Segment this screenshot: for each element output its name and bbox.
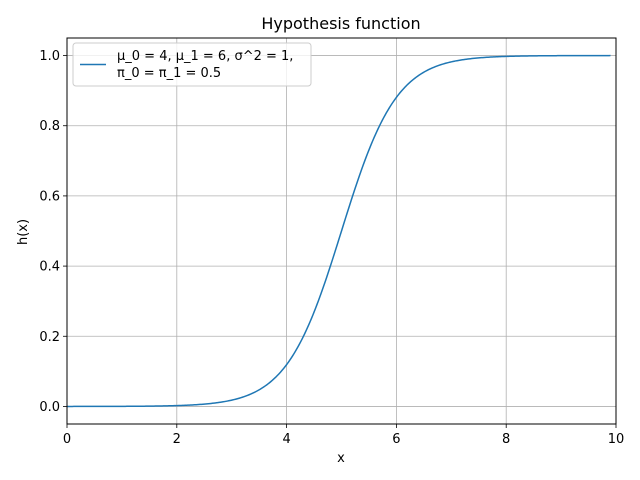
x-tick-label: 0 [63,432,71,447]
y-tick-label: 1.0 [39,49,60,64]
y-axis-label: h(x) [16,219,31,245]
x-axis-label: x [337,451,345,466]
y-tick-label: 0.6 [39,189,60,204]
y-tick-label: 0.0 [39,400,60,415]
legend-label-line-1: μ_0 = 4, μ_1 = 6, σ^2 = 1, [117,49,293,64]
x-tick-label: 8 [502,432,510,447]
y-tick-label: 0.4 [39,260,60,275]
y-tick-label: 0.8 [39,119,60,134]
legend: μ_0 = 4, μ_1 = 6, σ^2 = 1, π_0 = π_1 = 0… [72,42,312,87]
x-tick-label: 10 [608,432,625,447]
x-tick-label: 2 [173,432,181,447]
grid [66,38,617,424]
y-tick-label: 0.2 [39,330,60,345]
x-tick-label: 4 [282,432,290,447]
ticks: 0 2 4 6 8 10 0.0 0.2 0.4 0.6 0.8 1.0 [39,49,624,447]
series-line [67,54,611,408]
plot-lines [67,54,611,408]
plot-frame [66,37,617,425]
chart-title: Hypothesis function [261,14,420,33]
x-tick-label: 6 [392,432,400,447]
legend-label-line-2: π_0 = π_1 = 0.5 [117,66,221,81]
legend-box [72,42,312,87]
